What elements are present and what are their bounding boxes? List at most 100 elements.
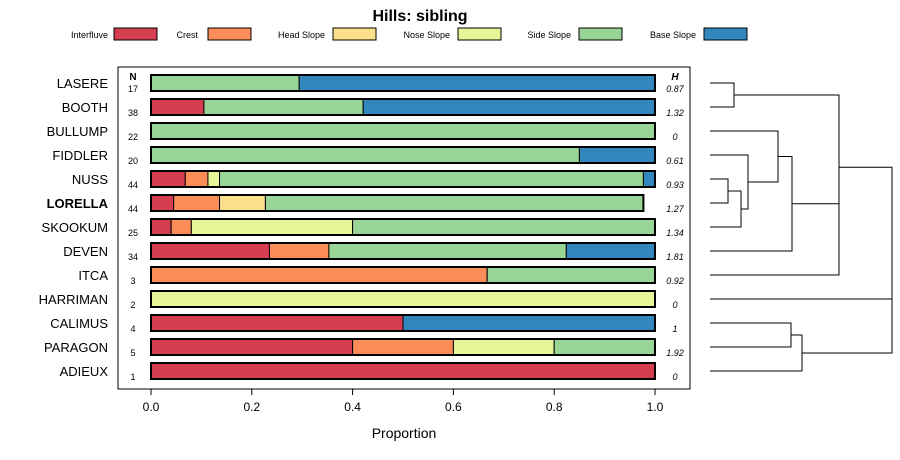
- legend-label: Side Slope: [527, 30, 571, 40]
- dendrogram-branch: [710, 298, 893, 354]
- row-n-value: 3: [130, 276, 135, 286]
- dendrogram-branch: [710, 190, 742, 228]
- x-tick-label: 0.0: [143, 400, 160, 414]
- row-label: PARAGON: [44, 340, 108, 355]
- row-n-value: 17: [128, 84, 138, 94]
- bar-segment: [207, 170, 221, 188]
- bar-segment: [150, 266, 488, 284]
- bar-outline: [150, 314, 656, 332]
- dendrogram-branch: [839, 166, 893, 326]
- bar-segment: [565, 242, 656, 260]
- bar-segment: [486, 266, 656, 284]
- bar-outline: [150, 266, 656, 284]
- bar-segment: [150, 362, 656, 380]
- bar-segment: [150, 74, 300, 92]
- row-label: BOOTH: [62, 100, 108, 115]
- row-h-value: 0: [672, 132, 677, 142]
- bar-segment: [184, 170, 209, 188]
- bar-outline: [150, 98, 656, 116]
- row-label: FIDDLER: [52, 148, 108, 163]
- row-n-value: 44: [128, 204, 138, 214]
- n-column-header: N: [129, 72, 136, 83]
- row-n-value: 22: [128, 132, 138, 142]
- x-tick-label: 1.0: [647, 400, 664, 414]
- bar-segment: [578, 146, 656, 164]
- h-column-header: H: [671, 72, 679, 83]
- bar-segment: [150, 242, 270, 260]
- legend-label: Nose Slope: [403, 30, 450, 40]
- bar-outline: [150, 218, 656, 236]
- x-tick-label: 0.4: [344, 400, 361, 414]
- dendrogram-branch: [710, 82, 735, 108]
- dendrogram-branch: [734, 94, 840, 240]
- bar-segment: [190, 218, 354, 236]
- bar-segment: [150, 314, 404, 332]
- row-label: LASERE: [57, 76, 109, 91]
- dendrogram-branch: [710, 154, 749, 210]
- row-label: DEVEN: [63, 244, 108, 259]
- bar-outline: [150, 74, 656, 92]
- legend-label: Head Slope: [278, 30, 325, 40]
- row-h-value: 0.93: [666, 180, 684, 190]
- bar-segment: [328, 242, 567, 260]
- row-h-value: 0.92: [666, 276, 684, 286]
- bar-segment: [219, 194, 266, 212]
- dendrogram-branch: [710, 322, 792, 348]
- bar-outline: [150, 170, 656, 188]
- bar-segment: [402, 314, 656, 332]
- row-h-value: 1.81: [666, 252, 684, 262]
- row-h-value: 0.87: [666, 84, 685, 94]
- bar-outline: [150, 338, 656, 356]
- row-label: CALIMUS: [50, 316, 108, 331]
- row-h-value: 0: [672, 300, 677, 310]
- dendrogram-branch: [710, 334, 803, 372]
- bar-segment: [150, 98, 205, 116]
- bar-segment: [553, 338, 656, 356]
- x-axis-label: Proportion: [372, 425, 437, 441]
- row-n-value: 44: [128, 180, 138, 190]
- bar-outline: [150, 242, 656, 260]
- bar-segment: [642, 170, 656, 188]
- dendrogram: [710, 82, 893, 372]
- row-label: ITCA: [78, 268, 108, 283]
- bar-outline: [150, 194, 645, 212]
- bar-segment: [203, 98, 364, 116]
- bar-segment: [352, 218, 656, 236]
- bar-segment: [298, 74, 656, 92]
- bar-outline: [150, 122, 656, 140]
- legend: Interfluve Crest Head Slope Nose Slope Side …: [71, 27, 748, 41]
- bar-segment: [150, 218, 172, 236]
- bar-segment: [362, 98, 656, 116]
- legend-swatch: [207, 27, 252, 41]
- row-n-value: 1: [130, 372, 135, 382]
- dendrogram-branch: [710, 178, 729, 204]
- row-label: HARRIMAN: [39, 292, 108, 307]
- legend-label: Interfluve: [71, 30, 108, 40]
- bar-segment: [173, 194, 221, 212]
- legend-swatch: [113, 27, 158, 41]
- row-label: BULLUMP: [47, 124, 108, 139]
- row-n-value: 25: [128, 228, 138, 238]
- bar-segment: [352, 338, 454, 356]
- row-label: LORELLA: [47, 196, 109, 211]
- bar-segment: [264, 194, 644, 212]
- legend-swatch: [578, 27, 623, 41]
- row-n-value: 2: [130, 300, 135, 310]
- row-label: SKOOKUM: [42, 220, 108, 235]
- dendrogram-branch: [710, 130, 779, 183]
- bar-outline: [150, 290, 656, 308]
- bar-segment: [268, 242, 330, 260]
- bar-segment: [170, 218, 192, 236]
- bar-outline: [150, 146, 656, 164]
- row-h-value: 1: [672, 324, 677, 334]
- row-h-value: 0.61: [666, 156, 684, 166]
- row-n-value: 5: [130, 348, 135, 358]
- row-h-value: 1.92: [666, 348, 684, 358]
- legend-label: Crest: [176, 30, 198, 40]
- bar-segment: [150, 338, 354, 356]
- dendrogram-branch: [710, 203, 840, 276]
- legend-label: Base Slope: [650, 30, 696, 40]
- row-n-value: 4: [130, 324, 135, 334]
